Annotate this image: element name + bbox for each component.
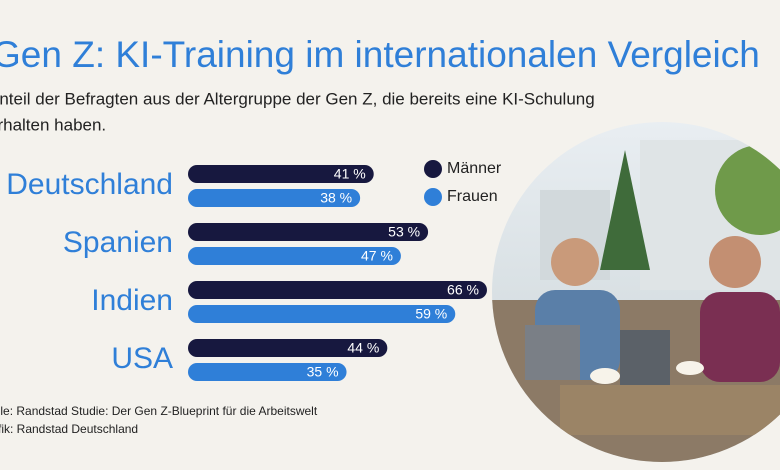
value-label: 66 % [447, 282, 479, 298]
category-label: Spanien [63, 226, 173, 259]
legend-label: Frauen [447, 188, 498, 205]
bar [188, 189, 361, 207]
source: Grafik: Randstad Deutschland [0, 422, 138, 436]
category-label: USA [111, 342, 173, 375]
bar [188, 339, 388, 357]
subtitle: erhalten haben. [0, 115, 106, 134]
photo [492, 122, 780, 462]
legend-label: Männer [447, 160, 502, 177]
bar [188, 305, 456, 323]
chart-title: Gen Z: KI-Training im internationalen Ve… [0, 34, 760, 75]
bar [188, 223, 429, 241]
bar [188, 247, 401, 265]
category-label: Indien [91, 284, 173, 317]
category-label: Deutschland [6, 168, 173, 201]
legend-marker [424, 160, 442, 178]
value-label: 41 % [334, 166, 366, 182]
value-label: 53 % [388, 224, 420, 240]
legend-marker [424, 188, 442, 206]
subtitle: Anteil der Befragten aus der Altergruppe… [0, 89, 595, 108]
value-label: 38 % [320, 190, 352, 206]
source: Quelle: Randstad Studie: Der Gen Z-Bluep… [0, 404, 318, 418]
value-label: 44 % [347, 340, 379, 356]
value-label: 35 % [307, 364, 339, 380]
bar [188, 363, 347, 381]
bar [188, 165, 374, 183]
bar [188, 281, 487, 299]
value-label: 47 % [361, 248, 393, 264]
value-label: 59 % [415, 306, 447, 322]
